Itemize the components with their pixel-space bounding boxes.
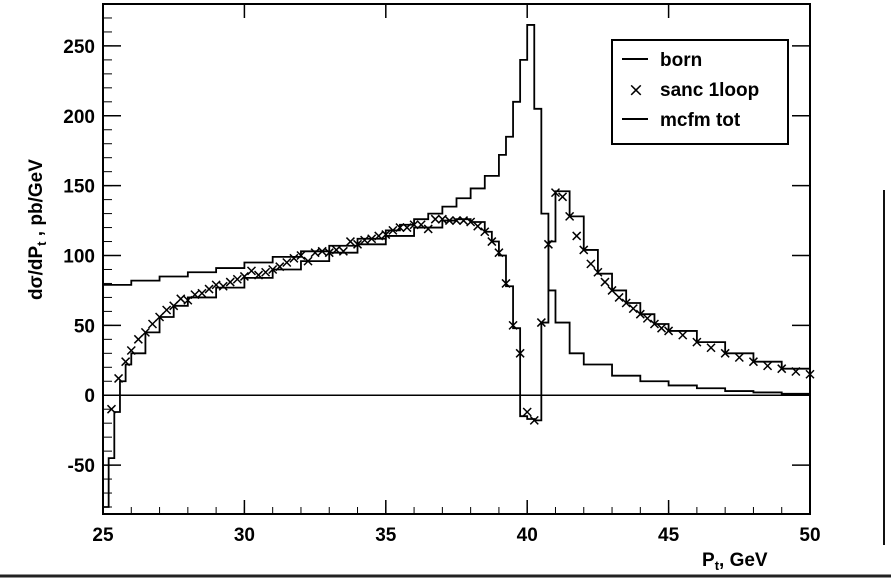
x-tick-label: 30: [234, 525, 255, 546]
y-axis-title: dσ/dPt , pb/GeV: [26, 159, 49, 300]
y-tick-label: 200: [63, 107, 95, 128]
y-tick-label: 0: [84, 386, 95, 407]
y-tick-label: 250: [63, 37, 95, 58]
x-axis-title: Pt, GeV: [702, 550, 768, 573]
y-tick-label: -50: [68, 456, 95, 477]
legend-sanc-marker: ×: [628, 79, 644, 101]
legend-sanc-label: sanc 1loop: [660, 80, 759, 101]
x-tick-label: 35: [375, 525, 397, 546]
legend: born × sanc 1loop mcfm tot: [612, 40, 788, 144]
x-tick-label: 40: [517, 525, 538, 546]
x-axis-title-main: P: [702, 550, 715, 571]
x-tick-label: 50: [799, 525, 820, 546]
legend-mcfm-label: mcfm tot: [660, 110, 741, 131]
y-axis-title-suffix: , pb/GeV: [26, 159, 47, 242]
y-tick-label: 100: [63, 247, 95, 268]
y-axis-title-main: dσ/dP: [26, 246, 47, 300]
x-tick-label: 25: [92, 525, 114, 546]
x-axis-title-suffix: , GeV: [719, 550, 768, 571]
y-tick-label: 150: [63, 177, 95, 198]
x-tick-label: 45: [658, 525, 680, 546]
legend-born-label: born: [660, 50, 702, 71]
y-tick-label: 50: [74, 316, 95, 337]
